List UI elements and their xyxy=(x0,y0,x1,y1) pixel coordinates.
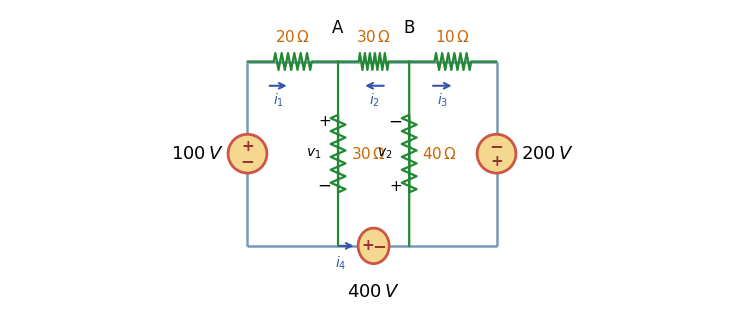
Text: −: − xyxy=(490,137,504,155)
Text: −: − xyxy=(373,237,386,255)
Text: $30\,\Omega$: $30\,\Omega$ xyxy=(356,29,391,45)
Text: +: + xyxy=(490,153,503,169)
Ellipse shape xyxy=(358,228,389,264)
Text: $400\,V$: $400\,V$ xyxy=(347,283,400,301)
Text: +: + xyxy=(318,114,331,129)
Text: +: + xyxy=(241,139,254,154)
Circle shape xyxy=(228,134,267,173)
Text: +: + xyxy=(362,238,374,253)
Text: −: − xyxy=(388,112,403,130)
Text: −: − xyxy=(240,152,254,170)
Text: $100\,V$: $100\,V$ xyxy=(170,145,223,163)
Text: $i_3$: $i_3$ xyxy=(437,92,448,109)
Text: $40\,\Omega$: $40\,\Omega$ xyxy=(422,146,457,162)
Text: $v_1$: $v_1$ xyxy=(306,147,321,161)
Text: $30\,\Omega$: $30\,\Omega$ xyxy=(351,146,386,162)
Text: $200\,V$: $200\,V$ xyxy=(521,145,574,163)
Text: $v_2$: $v_2$ xyxy=(377,147,393,161)
Text: $10\,\Omega$: $10\,\Omega$ xyxy=(435,29,470,45)
Text: A: A xyxy=(333,19,344,37)
Text: +: + xyxy=(389,179,402,193)
Circle shape xyxy=(477,134,516,173)
Text: $i_4$: $i_4$ xyxy=(335,255,346,272)
Text: −: − xyxy=(318,177,331,195)
Text: $i_1$: $i_1$ xyxy=(272,92,283,109)
Text: B: B xyxy=(403,19,415,37)
Text: $20\,\Omega$: $20\,\Omega$ xyxy=(275,29,310,45)
Text: $i_2$: $i_2$ xyxy=(369,92,380,109)
